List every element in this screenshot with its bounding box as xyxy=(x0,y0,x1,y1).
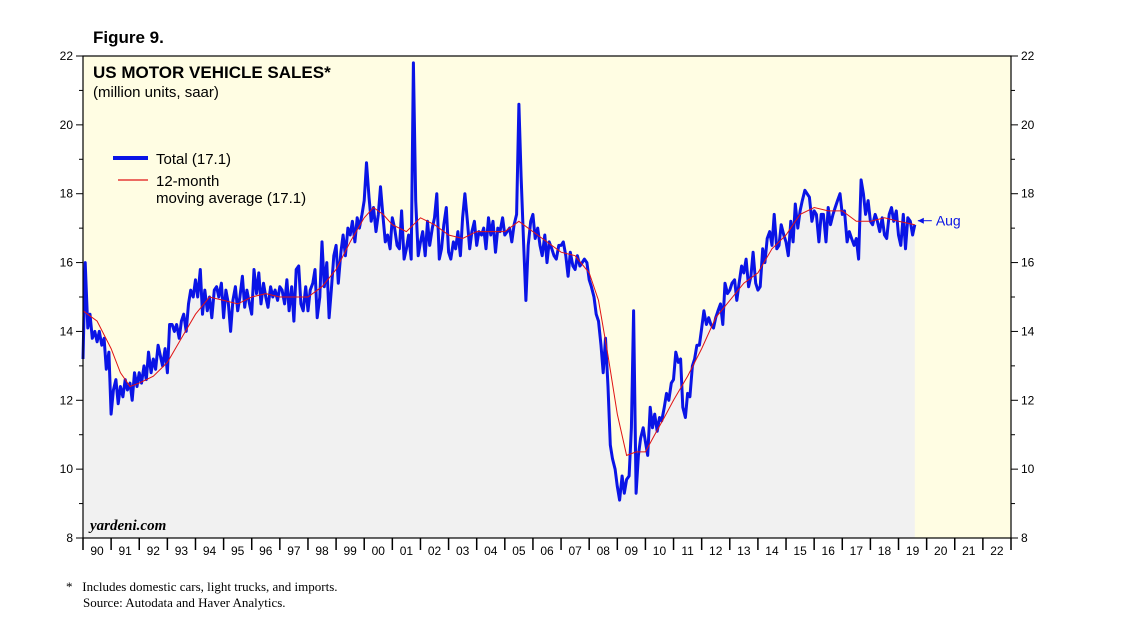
x-tick-label: 17 xyxy=(850,544,864,558)
x-tick-label: 97 xyxy=(287,544,301,558)
x-tick-label: 13 xyxy=(737,544,751,558)
legend: Total (17.1) 12-month moving average (17… xyxy=(113,151,306,207)
legend-total-label: Total (17.1) xyxy=(156,151,231,168)
y-tick-label-left: 12 xyxy=(60,393,74,407)
y-tick-label-left: 14 xyxy=(60,324,74,338)
end-label-group: Aug xyxy=(917,213,961,229)
chart-subtitle: (million units, saar) xyxy=(93,84,219,101)
total-area-fill xyxy=(83,62,915,539)
x-tick-label: 20 xyxy=(934,544,948,558)
x-tick-label: 90 xyxy=(90,544,104,558)
x-tick-label: 06 xyxy=(540,544,554,558)
series-total-line xyxy=(81,61,917,502)
x-tick-label: 98 xyxy=(315,544,329,558)
end-label-arrowhead xyxy=(917,217,924,224)
series-moving-average-line xyxy=(82,206,915,457)
x-tick-label: 02 xyxy=(428,544,442,558)
x-tick-label: 18 xyxy=(878,544,892,558)
source-note: Source: Autodata and Haver Analytics. xyxy=(83,595,286,610)
x-tick-label: 91 xyxy=(119,544,133,558)
x-tick-label: 94 xyxy=(203,544,217,558)
legend-ma-label-1: 12-month xyxy=(156,173,219,190)
footnote-text: Includes domestic cars, light trucks, an… xyxy=(82,579,338,594)
x-tick-label: 04 xyxy=(484,544,498,558)
footnote: * Includes domestic cars, light trucks, … xyxy=(66,579,338,595)
x-tick-label: 93 xyxy=(175,544,189,558)
x-tick-label: 09 xyxy=(625,544,639,558)
y-tick-label-right: 10 xyxy=(1021,462,1035,476)
end-label: Aug xyxy=(936,213,961,229)
x-tick-label: 03 xyxy=(456,544,470,558)
x-tick-label: 08 xyxy=(597,544,611,558)
x-tick-label: 00 xyxy=(372,544,386,558)
y-tick-label-right: 14 xyxy=(1021,324,1035,338)
y-tick-label-right: 16 xyxy=(1021,256,1035,270)
x-tick-label: 15 xyxy=(793,544,807,558)
y-tick-label-right: 8 xyxy=(1021,531,1028,545)
x-tick-label: 11 xyxy=(681,544,694,558)
y-tick-label-right: 22 xyxy=(1021,49,1035,63)
y-axis-labels: 8 8 10 10 12 12 14 14 16 16 18 18 20 20 22 22 xyxy=(60,49,1035,545)
axis-ticks xyxy=(76,55,1018,550)
x-axis-labels: 90 91 92 93 94 95 96 97 98 99 00 01 02 03 04 05 06 07 08 09… xyxy=(90,544,1004,558)
y-tick-label-left: 18 xyxy=(60,187,74,201)
y-tick-label-right: 20 xyxy=(1021,118,1035,132)
legend-ma-label-2: moving average (17.1) xyxy=(156,190,306,207)
y-tick-label-right: 12 xyxy=(1021,393,1035,407)
y-tick-label-left: 22 xyxy=(60,49,74,63)
y-tick-label-right: 18 xyxy=(1021,187,1035,201)
x-tick-label: 92 xyxy=(147,544,161,558)
x-tick-label: 99 xyxy=(343,544,357,558)
y-tick-label-left: 8 xyxy=(66,531,73,545)
x-tick-label: 12 xyxy=(709,544,723,558)
x-tick-label: 22 xyxy=(990,544,1004,558)
x-tick-label: 16 xyxy=(822,544,836,558)
y-tick-label-left: 16 xyxy=(60,256,74,270)
x-tick-label: 19 xyxy=(906,544,920,558)
y-tick-label-left: 20 xyxy=(60,118,74,132)
x-tick-label: 01 xyxy=(400,544,414,558)
x-tick-label: 21 xyxy=(962,544,976,558)
footnote-marker: * xyxy=(66,579,73,594)
x-tick-label: 14 xyxy=(765,544,779,558)
plot-frame xyxy=(82,55,1012,539)
x-tick-label: 10 xyxy=(653,544,667,558)
x-tick-label: 07 xyxy=(568,544,582,558)
y-tick-label-left: 10 xyxy=(60,462,74,476)
x-tick-label: 95 xyxy=(231,544,245,558)
x-tick-label: 05 xyxy=(512,544,526,558)
watermark: yardeni.com xyxy=(88,518,166,534)
x-tick-label: 96 xyxy=(259,544,273,558)
chart-title: US MOTOR VEHICLE SALES* xyxy=(93,63,331,82)
figure-label: Figure 9. xyxy=(93,28,164,47)
